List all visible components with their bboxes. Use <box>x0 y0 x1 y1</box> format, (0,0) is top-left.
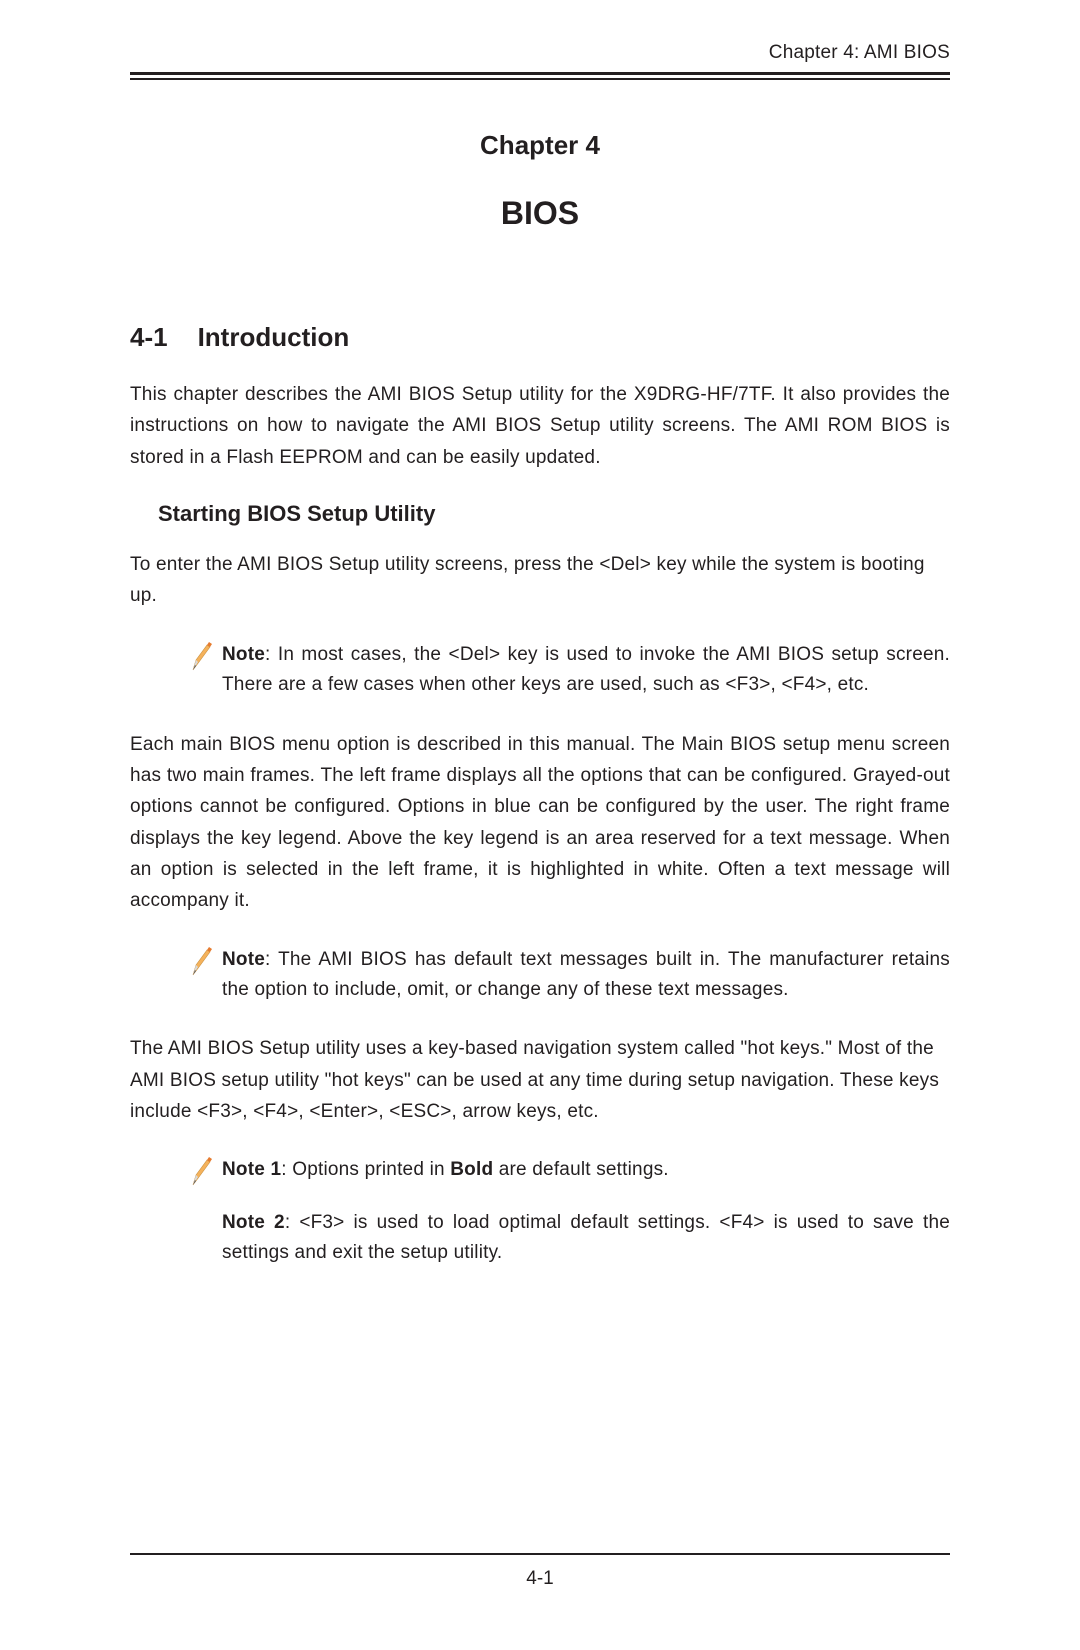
chapter-title: BIOS <box>130 195 950 232</box>
paragraph-4: The AMI BIOS Setup utility uses a key-ba… <box>130 1033 950 1127</box>
page-number: 4-1 <box>0 1568 1080 1590</box>
note-2-label: Note <box>222 949 265 970</box>
note-2-text: Note: The AMI BIOS has default text mess… <box>222 945 950 1006</box>
note-3a-post: are default settings. <box>493 1159 669 1180</box>
header-rule <box>130 72 950 80</box>
note-1-body: : In most cases, the <Del> key is used t… <box>222 644 950 695</box>
note-3b-label: Note 2 <box>222 1212 285 1233</box>
note-block-1: Note: In most cases, the <Del> key is us… <box>130 640 950 701</box>
pencil-icon <box>190 947 222 982</box>
pencil-icon <box>190 642 222 677</box>
section-heading: 4-1 Introduction <box>130 322 950 353</box>
note-block-3: Note 1: Options printed in Bold are defa… <box>130 1155 950 1268</box>
paragraph-2: To enter the AMI BIOS Setup utility scre… <box>130 549 950 612</box>
paragraph-3: Each main BIOS menu option is described … <box>130 729 950 917</box>
note-3a-label: Note 1 <box>222 1159 281 1180</box>
note-3b-body: : <F3> is used to load optimal default s… <box>222 1212 950 1263</box>
note-1-label: Note <box>222 644 265 665</box>
chapter-label: Chapter 4 <box>130 130 950 161</box>
note-1-text: Note: In most cases, the <Del> key is us… <box>222 640 950 701</box>
pencil-icon <box>190 1157 222 1192</box>
note-3a-pre: : Options printed in <box>281 1159 450 1180</box>
section-title: Introduction <box>198 322 350 352</box>
section-number: 4-1 <box>130 322 168 353</box>
intro-paragraph: This chapter describes the AMI BIOS Setu… <box>130 379 950 473</box>
note-3-text: Note 1: Options printed in Bold are defa… <box>222 1155 950 1268</box>
subsection-heading: Starting BIOS Setup Utility <box>130 501 950 527</box>
note-block-2: Note: The AMI BIOS has default text mess… <box>130 945 950 1006</box>
note-3a-bold: Bold <box>450 1159 493 1180</box>
footer-rule <box>130 1553 950 1555</box>
running-head: Chapter 4: AMI BIOS <box>130 42 950 72</box>
note-2-body: : The AMI BIOS has default text messages… <box>222 949 950 1000</box>
